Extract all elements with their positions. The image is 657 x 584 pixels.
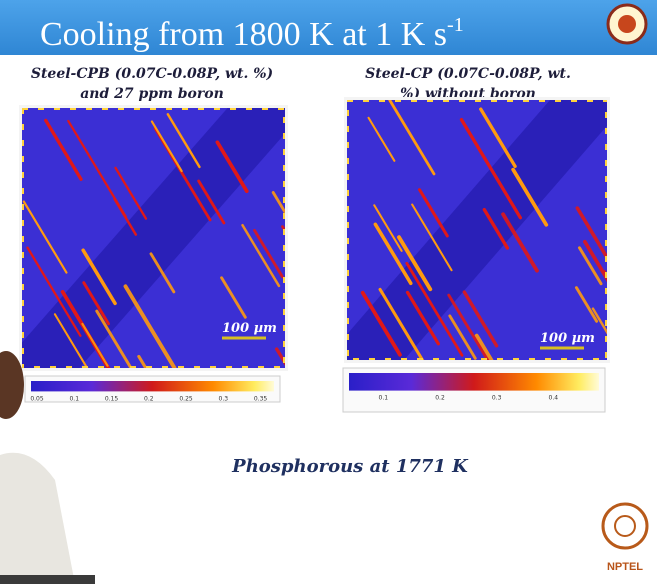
title: Cooling from 1800 K at 1 K s-1: [40, 14, 464, 53]
segregation-streak: [44, 118, 83, 181]
segregation-streak: [397, 235, 433, 292]
segregation-streak: [577, 246, 603, 286]
segregation-streak: [149, 252, 176, 294]
segregation-streak: [137, 354, 148, 368]
segregation-streak: [215, 140, 249, 194]
colorbar-tick-label: 0.3: [219, 395, 229, 402]
segregation-streak: [81, 248, 117, 306]
simulation-image: [22, 108, 285, 368]
segregation-streak: [82, 281, 110, 326]
panels: Steel-CPB (0.07C-0.08P, wt. %) and 27 ppm…: [19, 66, 610, 413]
segregation-streak: [53, 313, 89, 368]
segregation-streak: [22, 200, 68, 274]
title-text: Cooling from 1800 K at 1 K s: [40, 16, 447, 53]
segregation-streak: [583, 239, 607, 283]
title-sup: -1: [447, 14, 464, 36]
colorbar: [349, 373, 599, 391]
segregation-streak: [271, 191, 285, 215]
colorbar-tick-label: 0.35: [254, 395, 268, 402]
segregation-streak: [411, 203, 453, 272]
segregation-streak: [26, 246, 82, 337]
nptel-text: NPTEL: [607, 561, 643, 573]
simulation-image: [347, 100, 607, 360]
panel-caption: and 27 ppm boron: [80, 86, 224, 102]
segregation-streak: [95, 309, 133, 368]
segregation-streak: [150, 120, 183, 173]
segregation-streak: [123, 284, 177, 368]
segregation-streak: [591, 307, 607, 335]
segregation-streak: [447, 293, 490, 360]
colorbar-tick-label: 0.2: [435, 395, 445, 402]
segregation-streak: [373, 204, 403, 252]
segregation-streak: [405, 261, 464, 357]
segregation-streak: [511, 167, 549, 227]
colorbar-tick-label: 0.1: [69, 395, 79, 402]
segregation-streak: [575, 206, 607, 261]
colorbar-tick-label: 0.2: [144, 395, 154, 402]
segregation-streak: [448, 314, 477, 360]
panel-caption: Steel-CPB (0.07C-0.08P, wt. %): [31, 66, 273, 82]
segregation-streak: [113, 197, 138, 236]
segregation-streak: [166, 113, 201, 169]
scale-bar-label: 100 µm: [540, 331, 595, 346]
footer-label: Phosphorous at 1771 K: [231, 456, 469, 477]
segregation-streak: [501, 212, 539, 273]
segregation-streak: [197, 179, 226, 225]
segregation-streak: [574, 286, 599, 323]
segregation-streak: [241, 223, 281, 288]
segregation-streak: [405, 290, 440, 346]
nptel-logo: [601, 502, 649, 550]
segregation-streak: [482, 207, 510, 250]
segregation-streak: [253, 228, 284, 279]
segregation-streak: [388, 100, 436, 176]
colorbar-tick-label: 0.05: [30, 395, 44, 402]
segregation-streak: [114, 166, 148, 220]
diagonal-band: [22, 108, 285, 368]
segregation-streak: [281, 225, 285, 234]
colorbar-tick-label: 0.1: [379, 395, 389, 402]
nptel-logo-inner: [614, 515, 636, 537]
segregation-streak: [378, 287, 425, 360]
segregation-streak: [462, 290, 499, 348]
colorbar-tick-label: 0.4: [549, 395, 559, 402]
segregation-streak: [474, 333, 494, 360]
segregation-streak: [220, 276, 247, 319]
segregation-streak: [418, 188, 449, 238]
segregation-streak: [459, 117, 522, 220]
panel-caption: Steel-CP (0.07C-0.08P, wt.: [365, 66, 571, 82]
segregation-streak: [373, 222, 413, 286]
presenter: [0, 351, 95, 584]
header-bar: [0, 0, 657, 55]
colorbar-tick-label: 0.15: [105, 395, 119, 402]
diagonal-band: [347, 100, 607, 360]
segregation-streak: [367, 116, 396, 162]
segregation-streak: [479, 107, 517, 169]
segregation-streak: [81, 322, 109, 367]
colorbar-tick-label: 0.3: [492, 395, 502, 402]
scale-bar-label: 100 µm: [222, 321, 277, 336]
colorbar: [31, 381, 274, 392]
institute-logo-center: [618, 15, 636, 33]
colorbar-tick-label: 0.25: [179, 395, 193, 402]
segregation-streak: [360, 290, 402, 357]
